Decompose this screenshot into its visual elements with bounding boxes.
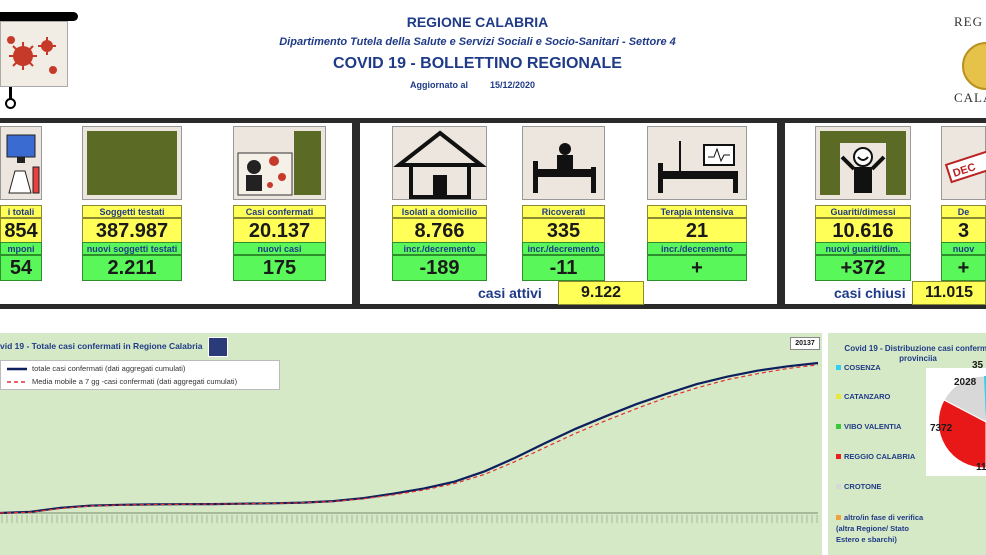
regional-seal-icon: [962, 42, 986, 90]
province-crotone-swatch: [836, 484, 841, 489]
legend-swatches: [7, 367, 27, 383]
series-line-moving-average: [0, 364, 819, 514]
card-hospitalized-value: 335: [522, 218, 605, 244]
closed-cases-value: 11.015: [912, 281, 986, 305]
closed-cases-label: casi chiusi: [834, 285, 906, 301]
active-cases-label: casi attivi: [478, 285, 542, 301]
regione-calabria-logo: REG CALA: [940, 8, 986, 108]
card-deceased-label: De: [941, 205, 986, 218]
province-pie: [937, 375, 986, 469]
pie-label-cosenza: 35: [972, 360, 984, 371]
card-recovered-value: 10.616: [815, 218, 911, 244]
card-deceased-value: 3: [941, 218, 986, 244]
pie-label-crotone: 2028: [954, 377, 977, 388]
card-isolated-label: Isolati a domicilio: [392, 205, 487, 218]
card-confirmed-sub-value: 175: [233, 255, 326, 281]
virus-person-icon: [233, 126, 326, 200]
card-isolated-sub-value: -189: [392, 255, 487, 281]
logo-stem: [9, 87, 12, 99]
people-grid-icon: [82, 126, 182, 200]
card-tests-sub-value: 54: [0, 255, 42, 281]
covid-logo: [0, 12, 78, 109]
province-crotone: CROTONE: [836, 482, 881, 491]
legend-moving-average: Media mobile a 7 gg -casi confermati (da…: [32, 377, 238, 386]
card-icu-sub-label: incr./decremento: [647, 242, 747, 255]
card-tests-value: 854: [0, 218, 42, 244]
card-icu-sub-value: +: [647, 255, 747, 281]
card-confirmed-sub-label: nuovi casi: [233, 242, 326, 255]
card-deceased-sub-label: nuov: [941, 242, 986, 255]
card-isolated-value: 8.766: [392, 218, 487, 244]
card-icu-value: 21: [647, 218, 747, 244]
province-cosenza: COSENZA: [836, 363, 881, 372]
virus-panel: [0, 21, 68, 87]
chart-title: vid 19 - Totale casi confermati in Regio…: [0, 341, 203, 351]
province-chart-title: Covid 19 - Distribuzione casi conferma p…: [844, 344, 986, 363]
card-icu-label: Terapia intensiva: [647, 205, 747, 218]
card-confirmed-value: 20.137: [233, 218, 326, 244]
bulletin-title: COVID 19 - BOLLETTINO REGIONALE: [333, 55, 622, 72]
province-catanzaro: CATANZARO: [836, 392, 890, 401]
card-tests-sub-label: mponi: [0, 242, 42, 255]
deceased-stamp-icon: DEC: [941, 126, 986, 200]
province-other-swatch: [836, 515, 841, 520]
recovered-people-icon: [815, 126, 911, 200]
pie-label-reggio: 7372: [930, 423, 953, 434]
card-hospitalized-sub-label: incr./decremento: [522, 242, 605, 255]
province-reggio: REGGIO CALABRIA: [836, 452, 915, 461]
card-hospitalized-sub-value: -11: [522, 255, 605, 281]
card-recovered-sub-value: +372: [815, 255, 911, 281]
province-reggio-swatch: [836, 454, 841, 459]
card-tested-label: Soggetti testati: [82, 205, 182, 218]
logo-bar: [0, 12, 78, 21]
cumulative-cases-chart: [0, 361, 819, 523]
card-tested-sub-label: nuovi soggetti testati: [82, 242, 182, 255]
chart-legend: totale casi confermati (dati aggregati c…: [0, 360, 280, 390]
card-confirmed-label: Casi confermati: [233, 205, 326, 218]
card-recovered-label: Guariti/dimessi: [815, 205, 911, 218]
logo-knob: [5, 98, 16, 109]
hospital-bed-icon: [522, 126, 605, 200]
region-title: REGIONE CALABRIA: [406, 14, 549, 30]
updated-label: Aggiornato al: [410, 80, 468, 90]
logo-text-bottom: CALA: [954, 90, 986, 105]
card-tested-sub-value: 2.211: [82, 255, 182, 281]
house-icon: [392, 126, 487, 200]
card-tests-label: i totali: [0, 205, 42, 218]
department-title: Dipartimento Tutela della Salute e Servi…: [279, 36, 676, 48]
pie-label-vibo: 11: [976, 462, 986, 473]
pie-slice-reggio: [937, 399, 986, 469]
province-cosenza-swatch: [836, 365, 841, 370]
updated-date: 15/12/2020: [490, 80, 536, 90]
logo-text-top: REG: [954, 14, 983, 29]
chart-seal-icon: [208, 337, 228, 357]
card-tested-value: 387.987: [82, 218, 182, 244]
lab-test-icon: [0, 126, 42, 200]
province-vibo-swatch: [836, 424, 841, 429]
province-other: altro/in fase di verifica (altra Regione…: [836, 513, 924, 544]
card-hospitalized-label: Ricoverati: [522, 205, 605, 218]
card-isolated-sub-label: incr./decremento: [392, 242, 487, 255]
province-catanzaro-swatch: [836, 394, 841, 399]
chart-last-value: 20137: [790, 337, 820, 350]
virus-icon: [7, 36, 57, 74]
card-deceased-sub-value: +: [941, 255, 986, 281]
icu-bed-icon: [647, 126, 747, 200]
active-cases-value: 9.122: [558, 281, 644, 305]
province-vibo: VIBO VALENTIA: [836, 422, 901, 431]
card-recovered-sub-label: nuovi guariti/dim.: [815, 242, 911, 255]
legend-total: totale casi confermati (dati aggregati c…: [32, 364, 186, 373]
